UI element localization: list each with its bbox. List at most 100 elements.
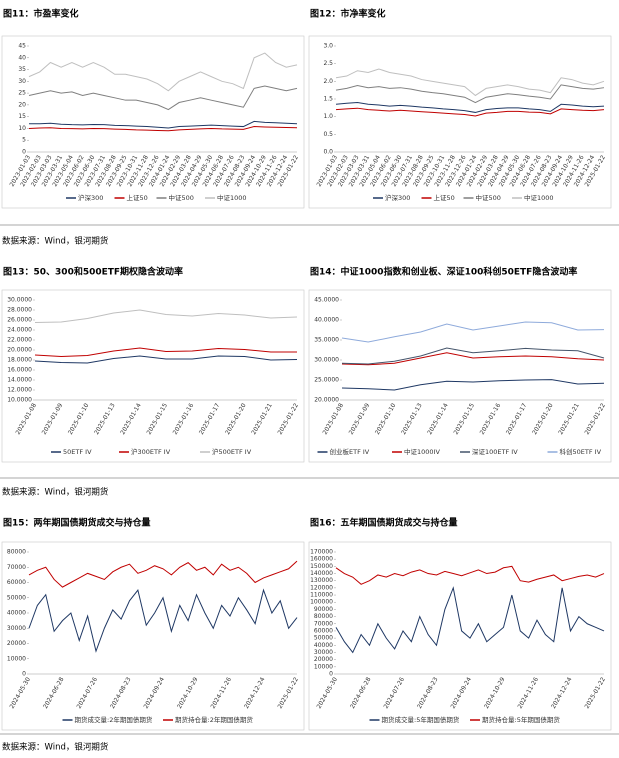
legend-label: 期货成交量:2年期国债期货 xyxy=(75,715,153,724)
series-line xyxy=(34,355,298,364)
y-tick-label: 40 xyxy=(18,54,26,61)
legend-label: 沪300ETF IV xyxy=(131,447,171,456)
y-tick-label: 130000 xyxy=(310,577,333,584)
series-line xyxy=(335,107,605,117)
x-tick-label: 2024-06-28 xyxy=(349,676,373,710)
x-tick-label: 2025-01-10 xyxy=(374,402,398,436)
x-tick-label: 2025-01-10 xyxy=(67,402,91,436)
chart-title: 图14：中证1000指数和创业板、深证100科创50ETF隐含波动率 xyxy=(310,266,577,278)
x-tick-label: 2024-11-26 xyxy=(210,676,234,710)
chart-title: 图16：五年期国债期货成交与持仓量 xyxy=(310,517,458,529)
y-tick-label: 25 xyxy=(18,90,26,97)
y-tick-label: 40.0000 xyxy=(314,317,339,324)
x-tick-label: 2025-01-21 xyxy=(250,402,274,436)
y-tick-label: 25.0000 xyxy=(314,377,339,384)
x-tick-label: 2024-05-30 xyxy=(9,676,33,710)
legend-label: 深证100ETF IV xyxy=(472,447,518,456)
x-tick-label: 2025-01-14 xyxy=(119,402,143,436)
y-tick-label: 120000 xyxy=(310,584,333,591)
x-tick-label: 2025-01-13 xyxy=(93,402,117,436)
legend-label: 中证1000 xyxy=(217,193,247,202)
y-tick-label: 160000 xyxy=(310,556,333,563)
y-tick-label: 24.0000 xyxy=(7,327,32,334)
y-tick-label: 10000 xyxy=(7,655,26,662)
x-tick-label: 2025-01-20 xyxy=(224,402,248,436)
source-note: 数据来源：Wind，银河期货 xyxy=(2,742,109,753)
y-tick-label: 80000 xyxy=(314,613,333,620)
x-tick-label: 2025-01-15 xyxy=(453,402,477,436)
source-note: 数据来源：Wind，银河期货 xyxy=(2,487,109,498)
chart-frame xyxy=(1,289,305,463)
y-tick-label: 80000 xyxy=(7,549,26,556)
series-line xyxy=(28,85,298,111)
series-line xyxy=(34,347,297,358)
x-tick-label: 2025-01-21 xyxy=(557,402,581,436)
x-tick-label: 2025-01-22 xyxy=(584,676,608,710)
source-note: 数据来源：Wind，银河期货 xyxy=(2,236,109,247)
x-tick-label: 2024-09-24 xyxy=(143,676,167,710)
series-line xyxy=(28,588,298,653)
y-tick-label: 0 xyxy=(22,149,26,156)
legend-label: 期货持仓量:5年期国债期货 xyxy=(482,715,560,724)
legend-label: 中证500 xyxy=(476,193,501,202)
y-tick-label: 20000 xyxy=(314,656,333,663)
x-tick-label: 2024-07-26 xyxy=(383,676,407,710)
series-line xyxy=(28,560,298,588)
y-tick-label: 0.0 xyxy=(323,149,333,156)
legend-label: 中证1000 xyxy=(524,193,554,202)
chart-frame xyxy=(1,35,305,209)
chart-title: 图15：两年期国债期货成交与持仓量 xyxy=(3,517,151,529)
x-tick-label: 2024-12-24 xyxy=(243,676,267,710)
y-tick-label: 2.5 xyxy=(323,60,333,67)
chart-title: 图13：50、300和500ETF期权隐含波动率 xyxy=(3,266,183,278)
x-tick-label: 2025-01-15 xyxy=(146,402,170,436)
series-line xyxy=(28,52,298,92)
series-line xyxy=(335,84,605,104)
chart-frame xyxy=(308,289,612,463)
chart-frame xyxy=(308,541,612,731)
y-tick-label: 35 xyxy=(18,66,26,73)
y-tick-label: 14.0000 xyxy=(7,377,32,384)
x-tick-label: 2024-11-26 xyxy=(517,676,541,710)
y-tick-label: 10000 xyxy=(314,663,333,670)
x-tick-label: 2024-07-26 xyxy=(76,676,100,710)
legend-label: 上证50 xyxy=(434,193,455,202)
legend-label: 沪深300 xyxy=(78,193,103,202)
y-tick-label: 60000 xyxy=(7,579,26,586)
legend-label: 中证1000IV xyxy=(404,447,440,456)
chart-frame xyxy=(308,35,612,209)
y-tick-label: 22.0000 xyxy=(7,337,32,344)
y-tick-label: 70000 xyxy=(7,564,26,571)
y-tick-label: 90000 xyxy=(314,606,333,613)
y-tick-label: 16.0000 xyxy=(7,367,32,374)
x-tick-label: 2025-01-16 xyxy=(172,402,196,436)
x-tick-label: 2025-01-22 xyxy=(584,402,608,436)
legend-label: 期货成交量:5年期国债期货 xyxy=(382,715,460,724)
y-tick-label: 15 xyxy=(18,113,26,120)
x-tick-label: 2024-12-24 xyxy=(550,676,574,710)
y-tick-label: 2.0 xyxy=(323,78,333,85)
y-tick-label: 26.0000 xyxy=(7,317,32,324)
y-tick-label: 110000 xyxy=(310,592,333,599)
x-tick-label: 2025-01-16 xyxy=(479,402,503,436)
y-tick-label: 20.0000 xyxy=(7,347,32,354)
legend-label: 50ETF IV xyxy=(63,448,92,456)
chart-title: 图12：市净率变化 xyxy=(310,8,386,20)
chart-title: 图11：市盈率变化 xyxy=(3,8,79,20)
legend-label: 沪500ETF IV xyxy=(212,447,252,456)
y-tick-label: 28.0000 xyxy=(7,307,32,314)
y-tick-label: 70000 xyxy=(314,620,333,627)
x-tick-label: 2025-01-22 xyxy=(277,402,301,436)
y-tick-label: 1.5 xyxy=(323,96,333,103)
series-line xyxy=(341,347,605,365)
y-tick-label: 5 xyxy=(22,137,26,144)
series-line xyxy=(335,102,605,113)
y-tick-label: 30000 xyxy=(314,649,333,656)
legend-label: 中证500 xyxy=(169,193,194,202)
x-tick-label: 2024-08-23 xyxy=(109,676,133,710)
y-tick-label: 0.5 xyxy=(323,131,333,138)
y-tick-label: 40000 xyxy=(7,610,26,617)
series-line xyxy=(335,565,605,585)
y-tick-label: 20.0000 xyxy=(314,397,339,404)
